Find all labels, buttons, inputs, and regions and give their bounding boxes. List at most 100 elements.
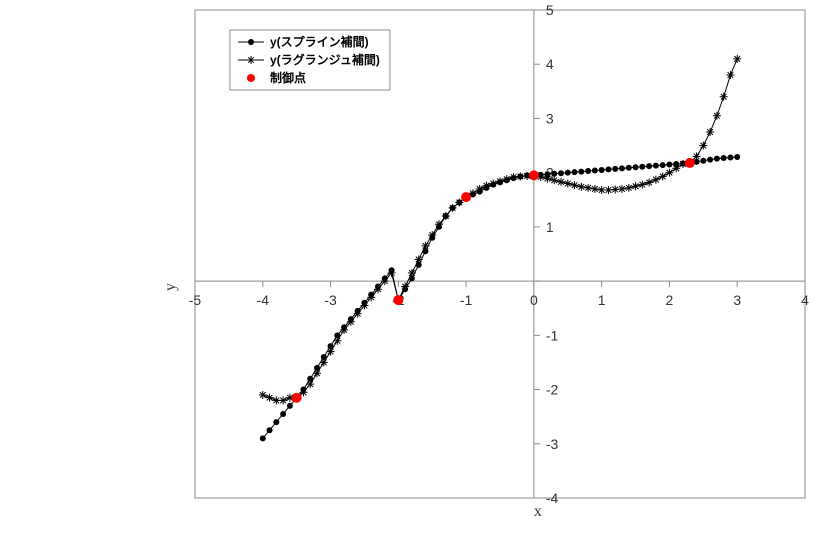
asterisk-marker bbox=[618, 185, 626, 193]
asterisk-marker bbox=[571, 181, 579, 189]
series-marker-spline bbox=[646, 163, 652, 169]
asterisk-marker bbox=[367, 293, 375, 301]
asterisk-marker bbox=[428, 231, 436, 239]
chart-container: -5-4-3-2-101234-4-3-2-112345xyy(スプライン補間)… bbox=[0, 0, 820, 538]
asterisk-marker bbox=[611, 185, 619, 193]
series-marker-spline bbox=[626, 165, 632, 171]
asterisk-marker bbox=[327, 348, 335, 356]
series-marker-spline bbox=[612, 166, 618, 172]
asterisk-marker bbox=[360, 302, 368, 310]
x-tick-label: 1 bbox=[598, 292, 606, 308]
asterisk-marker bbox=[320, 358, 328, 366]
x-tick-label: 4 bbox=[801, 292, 809, 308]
asterisk-marker bbox=[632, 182, 640, 190]
asterisk-marker bbox=[482, 182, 490, 190]
asterisk-marker bbox=[510, 173, 518, 181]
asterisk-marker bbox=[706, 128, 714, 136]
y-tick-label: -1 bbox=[546, 327, 559, 343]
asterisk-marker bbox=[408, 269, 416, 277]
asterisk-marker bbox=[333, 337, 341, 345]
asterisk-marker bbox=[584, 184, 592, 192]
asterisk-marker bbox=[577, 183, 585, 191]
asterisk-marker bbox=[247, 56, 255, 64]
asterisk-marker bbox=[557, 178, 565, 186]
series-marker-spline bbox=[660, 162, 666, 168]
x-tick-label: -4 bbox=[257, 292, 270, 308]
asterisk-marker bbox=[733, 55, 741, 63]
x-axis-label: x bbox=[534, 503, 542, 520]
asterisk-marker bbox=[313, 369, 321, 377]
x-tick-label: -3 bbox=[324, 292, 337, 308]
asterisk-marker bbox=[442, 212, 450, 220]
asterisk-marker bbox=[693, 152, 701, 160]
y-tick-label: 4 bbox=[546, 56, 554, 72]
asterisk-marker bbox=[726, 71, 734, 79]
series-marker-spline bbox=[619, 165, 625, 171]
asterisk-marker bbox=[720, 93, 728, 101]
y-tick-label: -2 bbox=[546, 382, 559, 398]
asterisk-marker bbox=[713, 112, 721, 120]
series-marker-spline bbox=[578, 169, 584, 175]
asterisk-marker bbox=[659, 172, 667, 180]
legend-label-lagrange: y(ラグランジュ補間) bbox=[270, 52, 380, 67]
asterisk-marker bbox=[665, 169, 673, 177]
series-marker-spline bbox=[592, 167, 598, 173]
series-marker-spline bbox=[280, 411, 286, 417]
asterisk-marker bbox=[550, 176, 558, 184]
series-marker-spline bbox=[700, 158, 706, 164]
asterisk-marker bbox=[604, 186, 612, 194]
asterisk-marker bbox=[699, 142, 707, 150]
y-tick-label: 3 bbox=[546, 110, 554, 126]
y-tick-label: -4 bbox=[546, 490, 559, 506]
asterisk-marker bbox=[401, 283, 409, 291]
series-marker-spline bbox=[714, 156, 720, 162]
series-marker-spline bbox=[605, 166, 611, 172]
asterisk-marker bbox=[449, 204, 457, 212]
asterisk-marker bbox=[489, 180, 497, 188]
asterisk-marker bbox=[340, 326, 348, 334]
series-marker-spline bbox=[267, 427, 273, 433]
control-point-marker bbox=[393, 295, 403, 305]
series-marker-spline bbox=[633, 164, 639, 170]
series-marker-spline bbox=[260, 435, 266, 441]
asterisk-marker bbox=[415, 255, 423, 263]
control-point-marker bbox=[529, 170, 539, 180]
control-point-marker bbox=[685, 158, 695, 168]
legend-label-control: 制御点 bbox=[270, 70, 306, 85]
asterisk-marker bbox=[374, 285, 382, 293]
series-marker-spline bbox=[599, 167, 605, 173]
asterisk-marker bbox=[543, 175, 551, 183]
series-line-lagrange bbox=[263, 59, 737, 401]
asterisk-marker bbox=[638, 181, 646, 189]
asterisk-marker bbox=[306, 380, 314, 388]
series-marker-spline bbox=[565, 170, 571, 176]
series-marker-spline bbox=[653, 163, 659, 169]
x-tick-label: -5 bbox=[189, 292, 202, 308]
series-marker-spline bbox=[727, 154, 733, 160]
series-marker-spline bbox=[666, 162, 672, 168]
asterisk-marker bbox=[625, 184, 633, 192]
chart-svg: -5-4-3-2-101234-4-3-2-112345xyy(スプライン補間)… bbox=[0, 0, 820, 538]
y-tick-label: 5 bbox=[546, 2, 554, 18]
asterisk-marker bbox=[503, 175, 511, 183]
series-marker-spline bbox=[734, 154, 740, 160]
asterisk-marker bbox=[388, 269, 396, 277]
series-marker-spline bbox=[585, 168, 591, 174]
asterisk-marker bbox=[516, 172, 524, 180]
x-tick-label: -1 bbox=[460, 292, 473, 308]
series-marker-spline bbox=[273, 419, 279, 425]
series-marker-spline bbox=[558, 170, 564, 176]
legend-marker-spline bbox=[248, 39, 254, 45]
legend-label-spline: y(スプライン補間) bbox=[270, 34, 369, 49]
control-point-marker bbox=[292, 393, 302, 403]
asterisk-marker bbox=[564, 180, 572, 188]
series-marker-spline bbox=[572, 169, 578, 175]
y-tick-label: 1 bbox=[546, 219, 554, 235]
x-tick-label: 3 bbox=[733, 292, 741, 308]
asterisk-marker bbox=[347, 318, 355, 326]
series-marker-spline bbox=[551, 171, 557, 177]
y-axis-label: y bbox=[162, 283, 179, 291]
series-marker-spline bbox=[287, 403, 293, 409]
series-marker-spline bbox=[707, 157, 713, 163]
x-tick-label: 2 bbox=[666, 292, 674, 308]
